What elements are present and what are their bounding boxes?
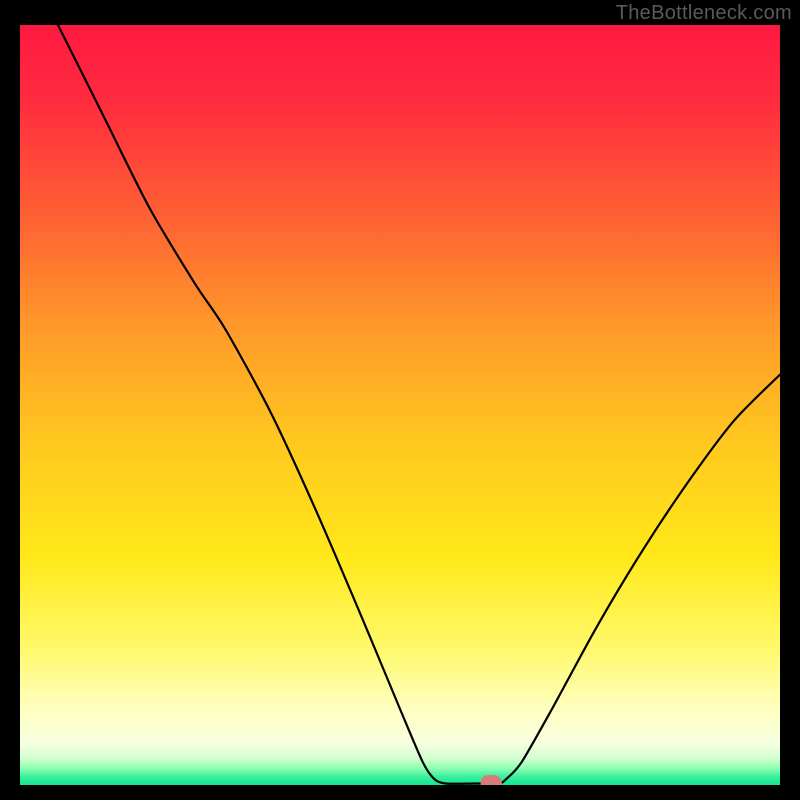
chart-svg bbox=[20, 25, 780, 785]
bottleneck-chart bbox=[20, 25, 780, 785]
optimal-marker bbox=[481, 775, 502, 785]
chart-background bbox=[20, 25, 780, 785]
watermark-text: TheBottleneck.com bbox=[616, 2, 792, 25]
